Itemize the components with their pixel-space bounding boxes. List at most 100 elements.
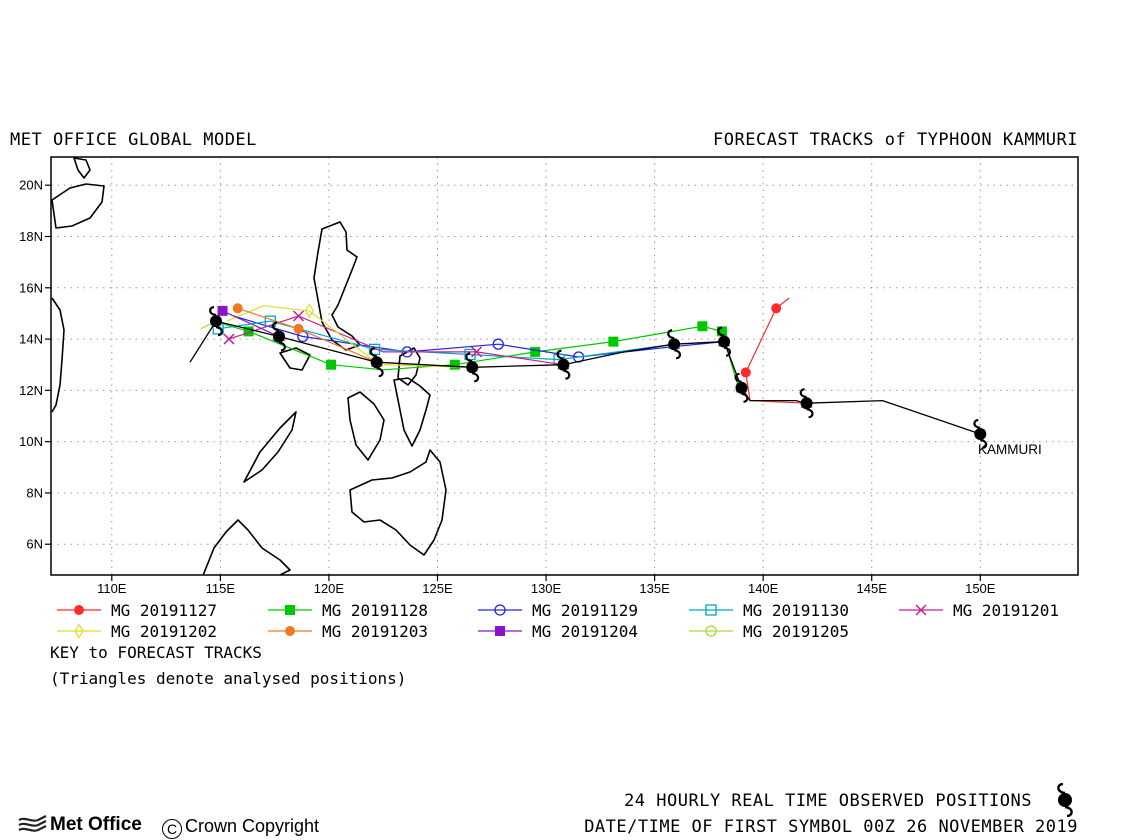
observed-track (189, 306, 988, 450)
legend-swatch (268, 605, 312, 615)
coast-samar (397, 347, 421, 386)
copyright-text: Crown Copyright (185, 816, 320, 836)
legend-label: MG 20191201 (953, 601, 1059, 620)
forecast-position-marker (232, 303, 243, 314)
lat-tick-label: 14N (19, 332, 43, 347)
legend-marker (705, 625, 717, 637)
lat-tick-label: 12N (19, 383, 43, 398)
coast-luzon (313, 221, 361, 351)
forecast-position-marker (771, 303, 782, 314)
logo-text: Met Office (50, 814, 142, 835)
forecast-position-marker (217, 305, 228, 316)
forecast-position-marker (297, 330, 309, 343)
lon-tick-label: 125E (422, 581, 453, 596)
typhoon-symbol-icon (1057, 783, 1073, 817)
forecast-track-line (222, 310, 280, 338)
lat-tick-label: 6N (26, 537, 43, 552)
legend-marker (915, 604, 927, 616)
legend-marker (285, 626, 295, 636)
observed-positions-note: 24 HOURLY REAL TIME OBSERVED POSITIONS (624, 791, 1032, 811)
chart-title-left: MET OFFICE GLOBAL MODEL (10, 130, 257, 150)
legend-marker (74, 605, 84, 615)
legend-marker (74, 623, 84, 639)
legend-swatch (689, 604, 733, 616)
forecast-track-line (218, 320, 675, 361)
legend-swatch (689, 625, 733, 637)
typhoon-position-symbol (369, 347, 384, 378)
forecast-track-map: 6N 8N 10N 12N 14N 16N 18N 20N 110E 115E 120E 125E 13… (19, 156, 1079, 596)
typhoon-position-symbol (209, 306, 223, 337)
typhoon-position-symbol (799, 388, 814, 419)
legend-marker (705, 604, 717, 616)
first-symbol-date: DATE/TIME OF FIRST SYMBOL 00Z 26 NOVEMBE… (584, 817, 1078, 837)
storm-name-label: KAMMURI (978, 442, 1042, 457)
forecast-position-marker (243, 326, 254, 337)
legend-swatch (478, 604, 522, 616)
forecast-track-line (222, 323, 742, 392)
lon-tick-label: 135E (639, 581, 670, 596)
gridlines (51, 157, 1078, 575)
lon-tick-label: 140E (748, 581, 779, 596)
forecast-position-marker (368, 343, 381, 355)
legend-note: (Triangles denote analysed positions) (50, 669, 407, 688)
forecast-position-marker (326, 359, 337, 370)
typhoon-position-symbol (734, 372, 749, 403)
legend-label: MG 20191128 (322, 601, 428, 620)
lon-tick-label: 115E (206, 581, 236, 596)
legend-label: MG 20191204 (532, 622, 638, 641)
forecast-position-marker (530, 346, 541, 357)
coastlines (51, 157, 447, 575)
legend-label: MG 20191130 (743, 601, 849, 620)
chart-title-right: FORECAST TRACKS of TYPHOON KAMMURI (713, 130, 1078, 150)
lon-tick-label: 120E (314, 581, 345, 596)
lat-tick-label: 8N (26, 485, 43, 500)
legend-title: KEY to FORECAST TRACKS (50, 643, 262, 662)
forecast-position-marker (304, 303, 315, 319)
coast-visayas-b (393, 377, 431, 447)
forecast-position-marker (292, 310, 305, 322)
legend-label: MG 20191205 (743, 622, 849, 641)
coast-mindoro (279, 347, 311, 371)
typhoon-position-symbol (272, 321, 286, 352)
legend-swatch (899, 604, 943, 616)
met-office-logo: Met Office (18, 814, 142, 836)
coast-hainan (51, 183, 105, 229)
copyright-symbol: C (162, 819, 182, 839)
typhoon-position-symbol (973, 418, 988, 450)
forecast-position-marker (492, 338, 504, 350)
typhoon-position-symbol (465, 352, 480, 383)
forecast-track-line (233, 315, 725, 358)
coast-taiwan (73, 157, 91, 179)
coast-mindanao (349, 449, 447, 556)
typhoon-position-symbol (556, 349, 571, 380)
plot-frame (50, 156, 1079, 576)
typhoon-position-symbol (717, 326, 732, 357)
crown-copyright: C Crown Copyright (162, 816, 319, 839)
lon-tick-label: 150E (965, 581, 996, 596)
forecast-track-line (745, 297, 807, 404)
forecast-position-marker (697, 321, 708, 332)
legend-swatch (57, 623, 101, 639)
lon-tick-label: 130E (531, 581, 562, 596)
forecast-position-marker (716, 326, 727, 337)
lat-tick-label: 10N (19, 434, 43, 449)
legend-swatch (478, 626, 522, 636)
legend-label: MG 20191127 (111, 601, 217, 620)
legend-marker (495, 626, 505, 636)
legend-marker (285, 605, 295, 615)
forecast-position-marker (223, 333, 235, 345)
lat-tick-label: 16N (19, 280, 43, 295)
met-office-wave-icon (18, 815, 47, 832)
forecast-position-marker (740, 367, 751, 378)
axis-labels: 6N 8N 10N 12N 14N 16N 18N 20N 110E 115E 120E 125E 13… (19, 178, 996, 596)
legend-label: MG 20191202 (111, 622, 217, 641)
forecast-position-marker (293, 323, 304, 334)
lon-tick-label: 110E (97, 581, 127, 596)
legend-label: MG 20191129 (532, 601, 638, 620)
observed-track-line (189, 320, 981, 435)
coast-vietnam (51, 297, 65, 413)
forecast-position-marker (471, 346, 483, 358)
legend-swatch (268, 626, 312, 636)
lat-tick-label: 18N (19, 229, 43, 244)
lon-tick-label: 145E (857, 581, 888, 596)
